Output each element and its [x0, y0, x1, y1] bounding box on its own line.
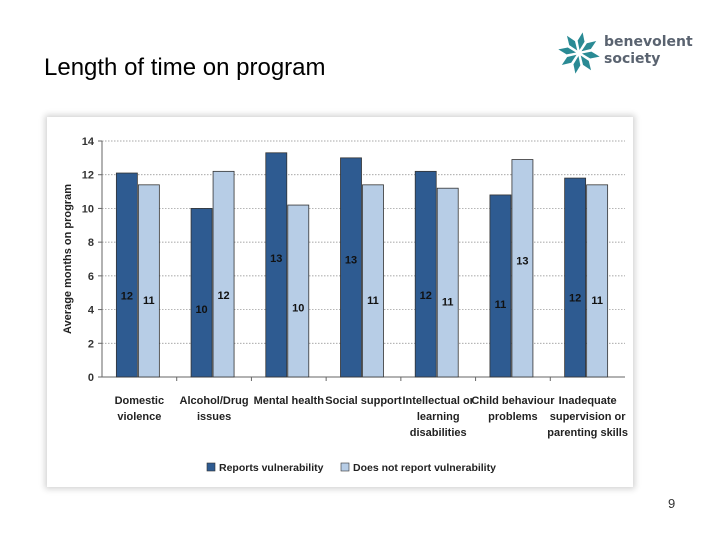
data-label: 12: [420, 290, 432, 302]
data-label: 10: [195, 304, 207, 316]
y-tick-label: 8: [88, 237, 94, 249]
x-tick-label: problems: [488, 411, 538, 423]
slide-title: Length of time on program: [44, 54, 326, 81]
bar-reports: [489, 194, 512, 378]
data-label: 12: [121, 290, 133, 302]
x-tick-label: Alcohol/Drug: [180, 395, 249, 407]
x-tick-label: Social support: [325, 395, 402, 407]
bar-does-not-report: [137, 184, 160, 378]
data-label: 11: [442, 296, 454, 308]
logo-petal: [581, 40, 597, 52]
bar-does-not-report: [287, 204, 310, 378]
logo-line-1: benevolent: [604, 34, 693, 50]
logo-petal: [581, 51, 600, 59]
x-tick-label: Intellectual or: [402, 395, 474, 407]
bar-reports: [414, 170, 437, 378]
bar-reports: [265, 152, 288, 378]
y-tick-label: 4: [88, 305, 95, 317]
logo-petal: [558, 47, 577, 55]
data-label: 11: [591, 295, 603, 307]
bar-does-not-report: [362, 184, 384, 378]
benevolent-society-logo: benevolent society: [556, 30, 696, 78]
y-tick-label: 12: [82, 170, 94, 182]
data-label: 10: [292, 303, 304, 315]
x-tick-label: disabilities: [410, 427, 467, 439]
x-tick-label: Inadequate: [559, 395, 617, 407]
data-label: 13: [516, 255, 528, 267]
data-label: 11: [367, 295, 379, 307]
legend-swatch: [206, 462, 216, 472]
bar-reports: [115, 172, 138, 378]
logo-petal: [577, 32, 585, 51]
y-axis-title: Average months on program: [62, 184, 74, 334]
logo-petal: [573, 55, 581, 74]
logo-petal: [566, 35, 578, 51]
x-tick-label: Domestic: [115, 395, 165, 407]
legend-swatch: [340, 462, 350, 472]
x-tick-label: learning: [417, 411, 460, 423]
x-tick-label: Child behaviour: [471, 395, 555, 407]
bar-reports: [190, 208, 213, 378]
bar-does-not-report: [212, 170, 235, 378]
legend-label: Does not report vulnerability: [353, 462, 496, 474]
data-label: 11: [495, 299, 507, 311]
data-label: 12: [569, 292, 581, 304]
y-tick-label: 14: [82, 136, 95, 148]
bar-does-not-report: [586, 184, 609, 378]
logo-petal: [580, 55, 592, 71]
star-snowflake-icon: [558, 32, 600, 74]
page-number: 9: [668, 496, 676, 511]
bar-does-not-report: [511, 159, 534, 378]
data-label: 13: [345, 255, 357, 267]
bar-chart: 0 2 4 6 8 10 12 14 Average months on program 12 11…: [62, 136, 628, 474]
logo-petal: [561, 54, 577, 66]
y-tick-label: 0: [88, 372, 94, 384]
x-tick-label: issues: [197, 411, 231, 423]
legend-label: Reports vulnerability: [219, 462, 324, 474]
bar-does-not-report: [436, 187, 459, 378]
x-tick-label: parenting skills: [547, 427, 628, 439]
data-label: 12: [217, 290, 229, 302]
bar-reports: [340, 157, 362, 378]
data-label: 11: [143, 295, 155, 307]
y-tick-label: 6: [88, 271, 94, 283]
bar-reports: [564, 177, 587, 378]
x-tick-label: Mental health: [254, 395, 325, 407]
x-tick-label: supervision or: [550, 411, 627, 423]
y-tick-label: 10: [82, 203, 94, 215]
y-tick-label: 2: [88, 338, 94, 350]
data-label: 13: [270, 253, 282, 265]
chart-panel: 0 2 4 6 8 10 12 14 Average months on program 12 11…: [47, 117, 633, 487]
logo-line-2: society: [604, 51, 661, 67]
x-tick-label: violence: [117, 411, 161, 423]
